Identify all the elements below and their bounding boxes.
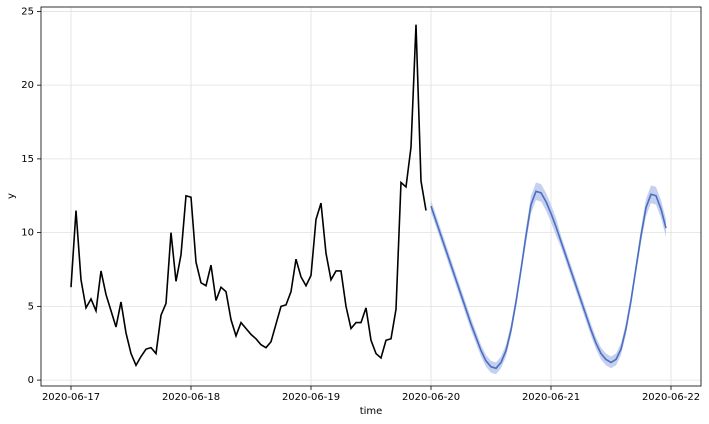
y-tick-label: 15 — [21, 154, 34, 165]
series-line — [70, 24, 427, 368]
y-axis-label: y — [6, 193, 17, 199]
y-tick-label: 10 — [21, 228, 34, 239]
x-tick-label: 2020-06-22 — [642, 392, 700, 403]
y-tick-label: 0 — [28, 375, 34, 386]
x-tick-label: 2020-06-17 — [42, 392, 100, 403]
x-tick-label: 2020-06-19 — [282, 392, 340, 403]
plot-frame — [40, 6, 702, 387]
x-tick-label: 2020-06-20 — [402, 392, 460, 403]
y-tick-label: 20 — [21, 80, 34, 91]
x-axis-label: time — [360, 406, 383, 417]
y-tick-label: 5 — [28, 301, 34, 312]
x-tick-label: 2020-06-21 — [522, 392, 580, 403]
confidence-band — [431, 182, 666, 375]
x-tick-label: 2020-06-18 — [162, 392, 220, 403]
y-tick-label: 25 — [21, 6, 34, 17]
series-line — [430, 190, 667, 370]
